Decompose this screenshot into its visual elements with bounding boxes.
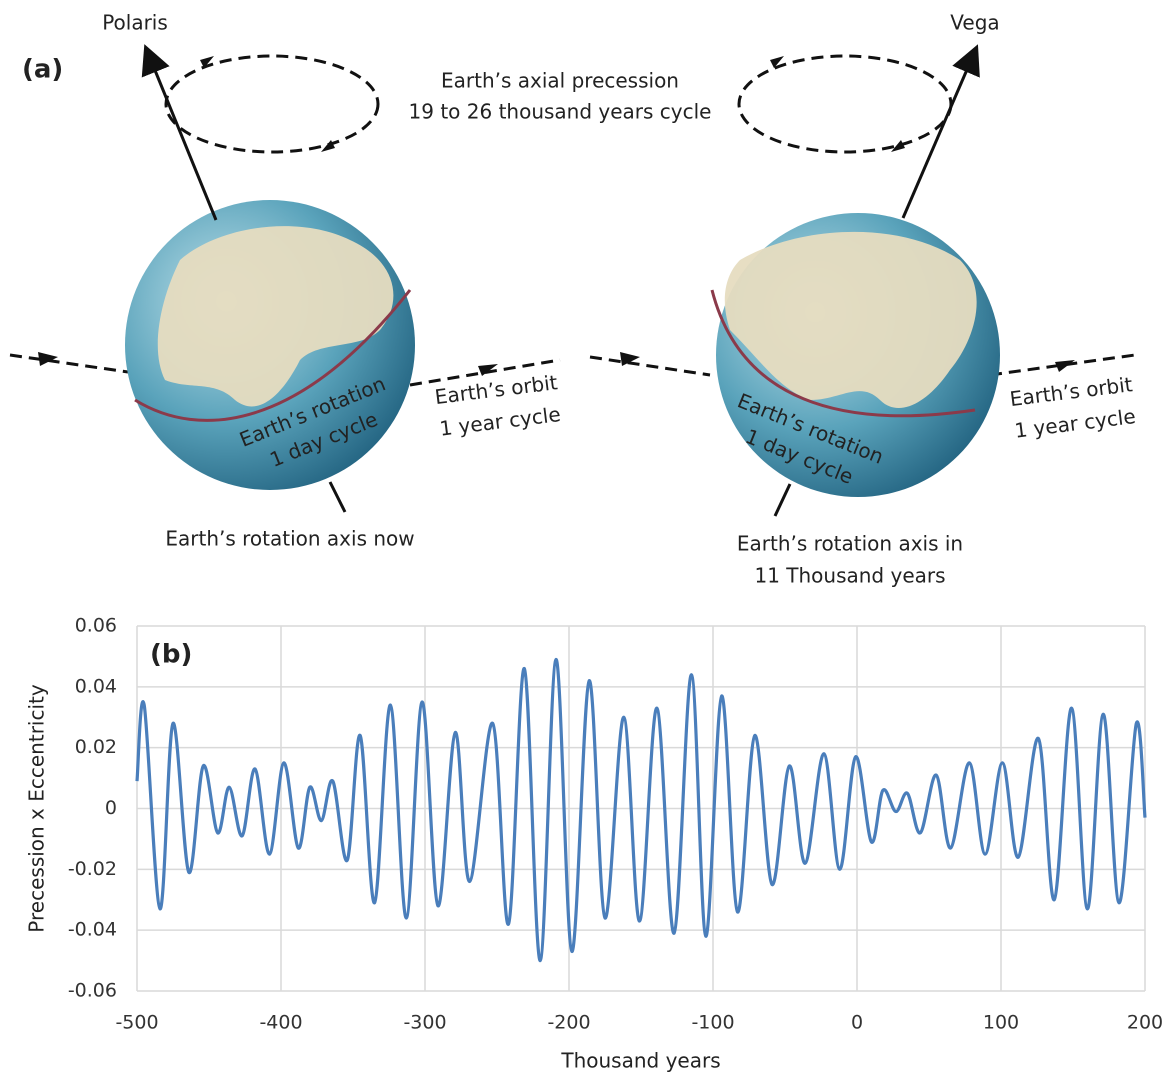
axis-label: Earth’s rotation axis in bbox=[737, 532, 963, 556]
annotation: (b) bbox=[150, 640, 192, 670]
star-label: Vega bbox=[950, 11, 999, 35]
y-tick-label: 0 bbox=[105, 797, 117, 819]
y-tick-label: -0.02 bbox=[68, 858, 117, 880]
orbit-line bbox=[9, 353, 129, 374]
x-tick-label: -400 bbox=[259, 1012, 302, 1034]
rotation-axis bbox=[901, 44, 980, 219]
land bbox=[724, 231, 977, 409]
y-tick-label: -0.04 bbox=[68, 919, 117, 941]
x-tick-label: -100 bbox=[691, 1012, 734, 1034]
land bbox=[157, 226, 394, 407]
rotation-axis bbox=[328, 481, 347, 513]
x-axis-label: Thousand years bbox=[560, 1049, 720, 1073]
rotation-axis bbox=[141, 44, 218, 221]
orbit-label: 1 year cycle bbox=[1013, 404, 1137, 443]
diagram: (a) Polaris Vega Earth’s axial precessio… bbox=[9, 11, 1137, 588]
y-tick-label: 0.04 bbox=[75, 675, 117, 697]
y-tick-label: -0.06 bbox=[68, 980, 117, 1002]
rotation-path bbox=[710, 289, 976, 418]
precession-label: 19 to 26 thousand years cycle bbox=[409, 100, 712, 124]
precession-ellipse bbox=[737, 54, 953, 154]
x-tick-label: 0 bbox=[851, 1012, 863, 1034]
orbit-label: Earth’s orbit bbox=[1008, 372, 1133, 411]
x-tick-label: -500 bbox=[115, 1012, 158, 1034]
x-tick-label: -200 bbox=[547, 1012, 590, 1034]
rotation-path bbox=[134, 289, 412, 422]
x-tick-label: -300 bbox=[403, 1012, 446, 1034]
orbit-label: 1 year cycle bbox=[438, 402, 562, 441]
x-tick-label: 200 bbox=[1127, 1012, 1163, 1034]
panel-label: (a) bbox=[22, 55, 63, 85]
y-tick-label: 0.06 bbox=[75, 615, 117, 637]
precession-ellipse bbox=[164, 54, 380, 154]
orbit-line bbox=[989, 353, 1136, 377]
orbit-line bbox=[589, 355, 711, 377]
x-tick-label: 100 bbox=[983, 1012, 1019, 1034]
axis-label: 11 Thousand years bbox=[754, 564, 945, 588]
precession-label: Earth’s axial precession bbox=[441, 69, 679, 93]
star-label: Polaris bbox=[102, 11, 168, 35]
y-tick-label: 0.02 bbox=[75, 736, 117, 758]
rotation-axis bbox=[773, 483, 792, 517]
chart: -0.06 -0.04 -0.02 0 0.02 0.04 0.06 -500 -400 -300… bbox=[25, 615, 1164, 1073]
data-line bbox=[135, 657, 1147, 963]
orbit-label: Earth’s orbit bbox=[433, 370, 558, 409]
y-axis-label: Precession x Eccentricity bbox=[25, 684, 49, 933]
axis-label: Earth’s rotation axis now bbox=[165, 527, 414, 551]
